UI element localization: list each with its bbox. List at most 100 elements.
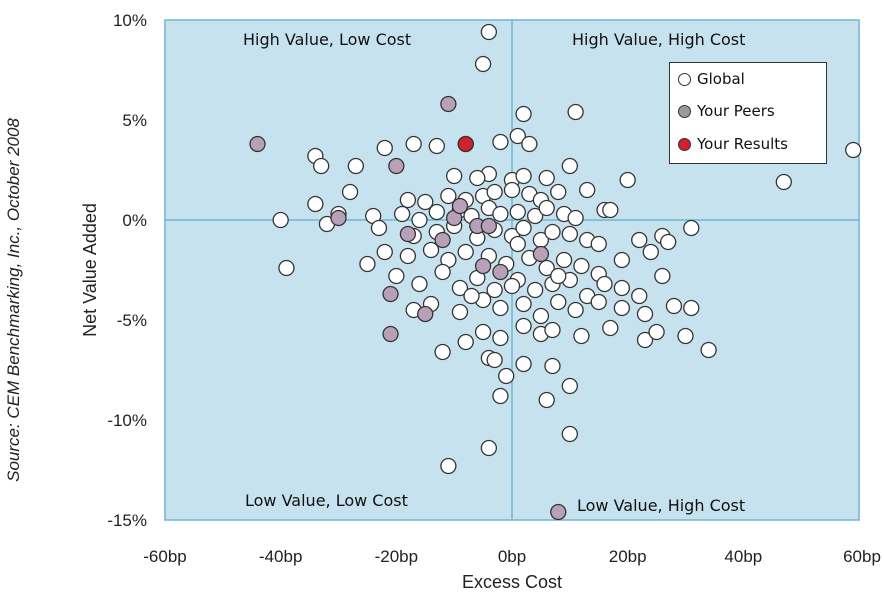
global-point <box>486 281 503 299</box>
global-point <box>422 241 440 259</box>
peer-point <box>480 217 498 235</box>
y-tick-label: -10% <box>107 411 147 430</box>
peer-point <box>474 257 492 275</box>
global-point <box>590 293 607 311</box>
global-point <box>665 297 683 315</box>
global-point <box>492 133 509 151</box>
global-point <box>411 275 428 293</box>
global-point <box>503 181 521 199</box>
legend-label: Your Peers <box>697 102 775 120</box>
global-point <box>631 287 648 305</box>
data-points <box>249 23 862 521</box>
quadrant-label-low-value-low-cost: Low Value, Low Cost <box>245 491 408 510</box>
legend-label: Your Results <box>697 135 788 153</box>
global-point <box>544 357 561 375</box>
legend: Global Your Peers Your Results <box>669 62 827 164</box>
x-tick-label: -40bp <box>259 547 302 566</box>
global-point <box>492 205 509 223</box>
peers-marker-icon <box>678 104 691 118</box>
global-point <box>509 203 526 221</box>
global-point <box>567 209 584 227</box>
global-point <box>544 223 561 241</box>
x-tick-label: 20bp <box>609 547 647 566</box>
quadrant-label-high-value-low-cost: High Value, Low Cost <box>243 30 411 49</box>
global-point <box>474 55 492 73</box>
global-point <box>480 23 498 41</box>
global-point <box>573 257 590 275</box>
global-point <box>677 327 694 345</box>
y-tick-label: 10% <box>113 11 147 30</box>
peer-point <box>399 225 417 243</box>
global-point <box>486 183 503 201</box>
global-point <box>636 305 654 323</box>
global-point <box>550 183 567 201</box>
global-point <box>509 235 526 253</box>
global-point <box>393 205 411 223</box>
global-point <box>451 279 469 297</box>
global-point <box>515 295 532 313</box>
global-point <box>312 157 330 175</box>
global-point <box>555 251 573 269</box>
peer-point <box>440 95 457 113</box>
global-point <box>619 171 636 189</box>
global-point <box>544 321 561 339</box>
global-point <box>602 201 619 219</box>
global-point <box>567 103 584 121</box>
global-point <box>700 341 717 359</box>
global-point <box>440 187 457 205</box>
y-tick-label: 0% <box>122 211 147 230</box>
global-point <box>515 317 532 335</box>
quadrant-label-high-value-high-cost: High Value, High Cost <box>572 30 745 49</box>
x-axis-label: Excess Cost <box>462 572 562 592</box>
x-tick-label: 40bp <box>724 547 762 566</box>
global-point <box>683 219 700 237</box>
global-marker-icon <box>678 72 691 86</box>
global-point <box>515 105 532 123</box>
global-point <box>474 323 492 341</box>
global-point <box>376 139 393 157</box>
global-point <box>272 211 289 229</box>
y-tick-labels: 10% 5% 0% -5% -10% -15% <box>107 11 147 530</box>
global-point <box>660 233 677 251</box>
global-point <box>347 157 365 175</box>
peer-point <box>434 231 451 249</box>
global-point <box>399 247 417 265</box>
global-point <box>654 267 671 285</box>
global-point <box>590 235 607 253</box>
global-point <box>526 281 544 299</box>
x-tick-label: -20bp <box>375 547 418 566</box>
y-tick-label: -15% <box>107 511 147 530</box>
global-point <box>648 323 665 341</box>
global-point <box>573 327 590 345</box>
global-point <box>307 195 324 213</box>
global-point <box>446 167 463 185</box>
global-point <box>417 193 434 211</box>
global-point <box>683 299 700 317</box>
x-tick-label: 0bp <box>498 547 526 566</box>
legend-item-global: Global <box>678 70 745 88</box>
global-point <box>469 169 486 187</box>
global-point <box>602 319 619 337</box>
global-point <box>341 183 359 201</box>
peer-point <box>550 503 567 521</box>
peer-point <box>330 209 347 227</box>
x-tick-labels: -60bp -40bp -20bp 0bp 20bp 40bp 60bp <box>143 547 881 566</box>
global-point <box>428 137 445 155</box>
global-point <box>457 333 474 351</box>
global-point <box>370 219 388 237</box>
global-point <box>579 181 596 199</box>
source-note: Source: CEM Benchmarking, Inc., October … <box>4 118 23 482</box>
global-point <box>613 299 631 317</box>
global-point <box>561 225 578 243</box>
global-point <box>613 279 631 297</box>
global-point <box>550 293 567 311</box>
legend-item-results: Your Results <box>678 135 788 153</box>
global-point <box>463 287 480 305</box>
global-point <box>538 199 555 217</box>
global-point <box>503 277 521 295</box>
global-point <box>631 231 648 249</box>
global-point <box>550 267 567 285</box>
global-point <box>567 301 584 319</box>
global-point <box>376 243 393 261</box>
peer-point <box>388 157 405 175</box>
